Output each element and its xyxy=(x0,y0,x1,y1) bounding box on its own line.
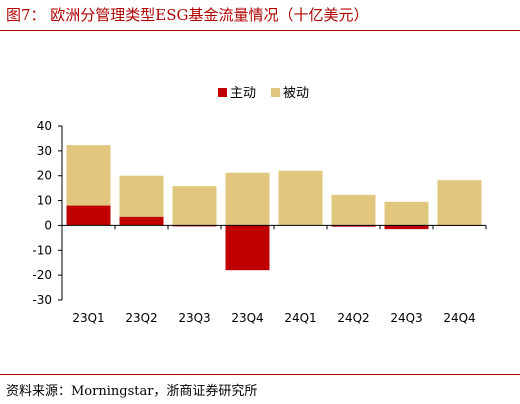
source-rule xyxy=(0,374,520,375)
legend-swatch-passive xyxy=(271,88,280,97)
y-tick-label: 10 xyxy=(37,194,52,208)
x-tick-label: 24Q2 xyxy=(337,311,369,325)
figure-title: 图7： 欧洲分管理类型ESG基金流量情况（十亿美元） xyxy=(6,6,369,24)
bar-passive xyxy=(331,194,376,226)
bar-active xyxy=(331,225,376,227)
legend-label-passive: 被动 xyxy=(283,86,310,101)
y-tick-label: 20 xyxy=(37,169,52,183)
y-tick-label: 0 xyxy=(44,218,52,232)
bar-passive xyxy=(119,175,164,217)
y-tick-label: 40 xyxy=(37,119,52,133)
legend-item-active: 主动 xyxy=(218,82,256,101)
bar-active xyxy=(66,205,111,226)
x-tick-label: 23Q2 xyxy=(125,311,157,325)
bar-passive xyxy=(172,186,217,226)
y-tick-label: -10 xyxy=(32,243,52,257)
x-tick-label: 23Q4 xyxy=(231,311,263,325)
bar-active xyxy=(384,225,429,230)
legend-item-passive: 被动 xyxy=(271,82,309,101)
x-tick-label: 24Q3 xyxy=(390,311,422,325)
bar-passive xyxy=(384,201,429,226)
legend-swatch-active xyxy=(218,88,227,97)
bar-passive xyxy=(437,180,482,225)
x-tick-label: 24Q1 xyxy=(284,311,316,325)
x-tick-label: 24Q4 xyxy=(443,311,475,325)
bar-passive xyxy=(278,170,323,226)
y-tick-label: -20 xyxy=(32,268,52,282)
bar-active xyxy=(119,216,164,226)
bar-passive xyxy=(66,145,111,206)
bar-active xyxy=(225,225,270,271)
legend-label-active: 主动 xyxy=(230,86,257,101)
title-rule xyxy=(0,30,520,31)
bar-passive xyxy=(225,172,270,226)
y-tick-label: 30 xyxy=(37,144,52,158)
y-tick-label: -30 xyxy=(32,293,52,307)
x-tick-label: 23Q1 xyxy=(72,311,104,325)
source-note: 资料来源：Morningstar，浙商证券研究所 xyxy=(6,384,258,399)
x-tick-label: 23Q3 xyxy=(178,311,210,325)
